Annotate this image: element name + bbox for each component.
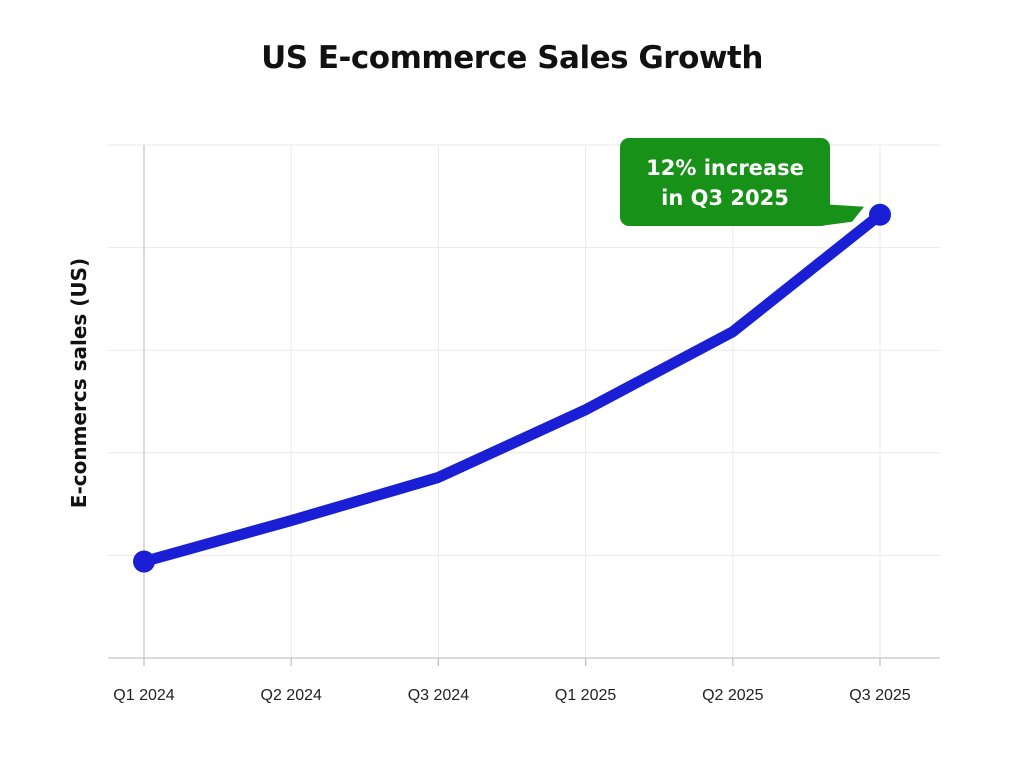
data-point-marker: [133, 550, 155, 573]
x-tick-label: Q3 2024: [408, 687, 469, 704]
axes: Q1 2024 Q2 2024 Q3 2024 Q1 2025 Q2 2025 Q3 20…: [108, 145, 940, 704]
series-layer: [133, 203, 891, 573]
annotation-text: in Q3 2025: [661, 186, 789, 210]
x-tick-label: Q2 2025: [702, 687, 763, 704]
chart-title: US E-commerce Sales Growth: [261, 40, 763, 76]
annotation-text: 12% increase: [646, 156, 804, 180]
grid: [108, 144, 940, 658]
annotation-pointer: [820, 204, 864, 226]
annotation: 12% increase in Q3 2025: [620, 138, 864, 226]
data-point-marker: [869, 203, 891, 226]
series-line: [138, 209, 886, 568]
y-axis-label: E-conmercs sales (US): [67, 258, 91, 508]
x-tick-label: Q1 2025: [555, 687, 616, 704]
x-tick-label: Q3 2025: [849, 687, 910, 704]
annotation-box: [620, 138, 830, 226]
x-tick-label: Q1 2024: [113, 687, 174, 704]
x-tick-label: Q2 2024: [261, 687, 322, 704]
